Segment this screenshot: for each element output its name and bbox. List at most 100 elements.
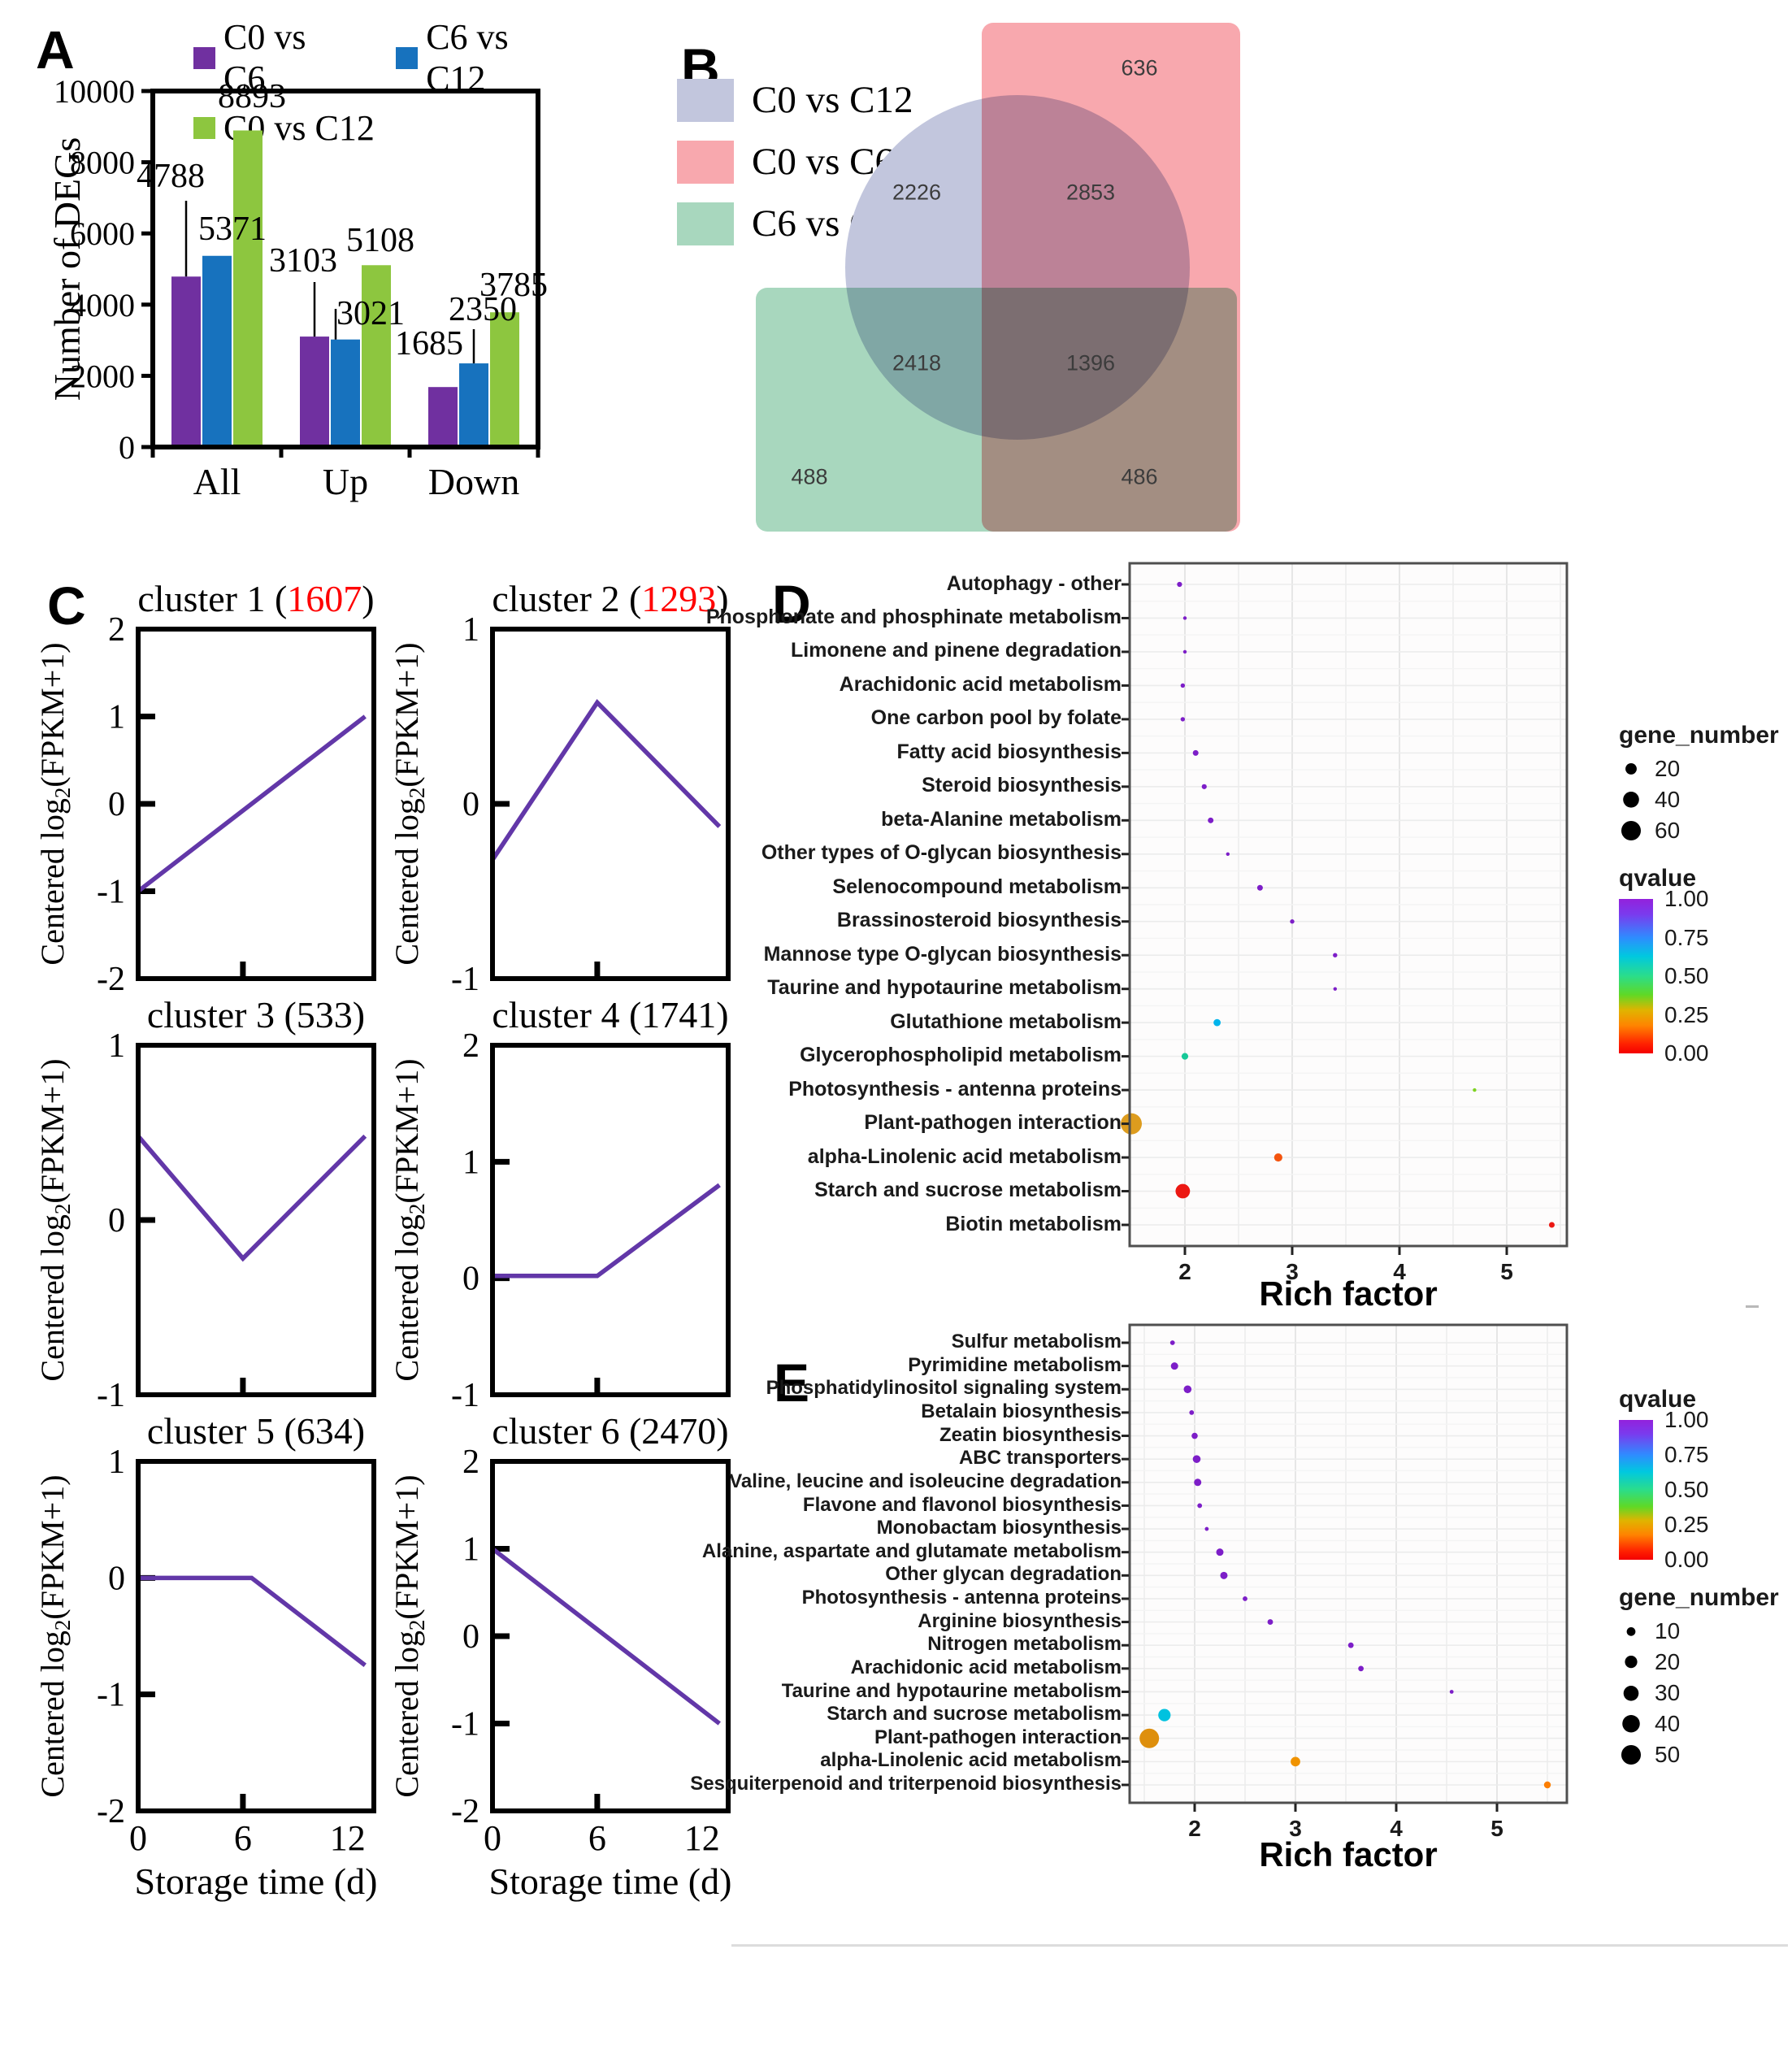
pathway-label: Photosynthesis - antenna proteins [801, 1587, 1122, 1609]
size-legend-entry: 20 [1619, 756, 1792, 782]
bar [362, 265, 391, 447]
legend-swatch-green [193, 117, 215, 139]
pathway-dot [1256, 884, 1263, 891]
x-axis-title: Storage time (d) [135, 1860, 378, 1902]
category-label: Down [428, 461, 519, 502]
pathway-label: Steroid biosynthesis [922, 774, 1122, 797]
bar [331, 339, 360, 447]
y-axis-title: Centered log2(FPKM+1) [34, 1474, 75, 1797]
cluster-plot-1: cluster 1 (1607) -2 -1 0 1 2 Centered log2(FPK… [34, 578, 376, 998]
size-circle-dot [1623, 1685, 1639, 1701]
bar-value-label: 5371 [198, 211, 267, 248]
y-tick-label: 8000 [70, 145, 135, 181]
y-tick-label: 10000 [54, 73, 135, 110]
pathway-label: Arginine biosynthesis [918, 1609, 1122, 1632]
bar [202, 255, 232, 447]
pathway-label: Plant-pathogen interaction [864, 1111, 1122, 1135]
qvalue-tick-label: 0.00 [1664, 1547, 1709, 1572]
pathway-label: Taurine and hypotaurine metabolism [767, 976, 1122, 1000]
y-axis-title: Centered log2(FPKM+1) [34, 642, 75, 965]
pathway-label: Limonene and pinene degradation [791, 639, 1122, 662]
y-tick-label: -2 [451, 1793, 479, 1830]
pathway-dot [1181, 1053, 1189, 1060]
y-axis-title: Centered log2(FPKM+1) [388, 1058, 429, 1381]
legend-swatch-lavender [677, 78, 734, 122]
size-circle-dot [1621, 1744, 1642, 1765]
pathway-dot [1180, 717, 1186, 722]
venn-region-count: 1396 [1065, 350, 1116, 376]
bar-value-label: 2350 [449, 291, 517, 328]
y-tick-label: 1 [108, 1444, 125, 1481]
pathway-dot [1177, 581, 1182, 588]
legend-item: C6 vs C12 [396, 16, 574, 99]
bottom-divider [731, 1944, 1788, 1947]
plot-border [150, 89, 540, 449]
pathway-label: Phosphatidylinositol signaling system [766, 1377, 1122, 1400]
panel-d-label: D [772, 574, 811, 634]
venn-diagram: 636 2226 2853 2418 1396 488 486 [723, 18, 1276, 550]
pathway-dot [1121, 1113, 1142, 1135]
pathway-label: Monobactam biosynthesis [876, 1517, 1122, 1539]
qvalue-tick-label: 0.75 [1664, 1442, 1709, 1467]
size-circle-dot [1625, 763, 1637, 775]
category-label: All [193, 461, 241, 502]
pathway-dot [1273, 1153, 1282, 1162]
x-tick-label: 4 [1390, 1816, 1403, 1841]
y-axis-title: Centered log2(FPKM+1) [34, 1058, 75, 1381]
bar [459, 363, 488, 447]
pathway-dot [1208, 817, 1214, 823]
pathway-label: Zeatin biosynthesis [939, 1423, 1122, 1446]
cluster-title: cluster 3 (533) [147, 994, 365, 1036]
pathway-label: Phosphonate and phosphinate metabolism [705, 605, 1122, 628]
y-tick-label: 1 [108, 699, 125, 736]
y-tick-label: -1 [97, 874, 125, 911]
qvalue-tick-label: 1.00 [1664, 1407, 1709, 1432]
pathway-dot [1243, 1596, 1247, 1601]
pathway-label: alpha-Linolenic acid metabolism [807, 1144, 1122, 1168]
bar-value-label: 1685 [395, 325, 463, 363]
size-circle [1626, 1626, 1636, 1636]
y-tick-label: 0 [462, 1618, 479, 1656]
pathway-dot [1183, 1385, 1192, 1394]
x-tick-label: 6 [588, 1818, 606, 1858]
cluster-plot-2: cluster 2 (1293) -1 0 1 Centered log2(FPKM+1… [388, 578, 731, 998]
plot-border [490, 1459, 731, 1813]
plot-border [1128, 1323, 1569, 1804]
x-tick-label: 4 [1393, 1259, 1406, 1284]
bar-value-label: 3021 [336, 295, 405, 332]
x-tick-label: 5 [1490, 1816, 1503, 1841]
pathway-label: One carbon pool by folate [870, 706, 1122, 730]
cluster-plot-5: cluster 5 (634) -2 -1 0 1 Centered log2(FPKM+… [34, 1410, 378, 1902]
x-tick-label: 3 [1289, 1816, 1302, 1841]
pathway-dot [1290, 919, 1295, 924]
pathway-label: Nitrogen metabolism [927, 1633, 1122, 1656]
y-tick-label: -1 [451, 961, 479, 998]
pathway-label: Glutathione metabolism [890, 1009, 1122, 1033]
venn-region-count: 2226 [892, 180, 942, 205]
pathway-label: Plant-pathogen interaction [874, 1726, 1122, 1748]
expression-line [492, 1183, 721, 1279]
category-label: Up [323, 461, 368, 502]
pathway-label: Arachidonic acid metabolism [850, 1656, 1122, 1678]
x-axis-title-e: Rich factor [1259, 1835, 1438, 1873]
cluster-title: cluster 6 (2470) [492, 1410, 728, 1452]
pathway-label: Glycerophospholipid metabolism [800, 1044, 1122, 1067]
y-tick-label: 0 [108, 1202, 125, 1240]
y-tick-label: 0 [108, 1560, 125, 1597]
pathway-label: Starch and sucrose metabolism [814, 1179, 1122, 1202]
cluster-plot-3: cluster 3 (533) -1 0 1 Centered log2(FPKM+1) [34, 994, 376, 1414]
venn-region-count: 636 [1121, 55, 1158, 80]
qvalue-tick-label: 0.25 [1664, 1512, 1709, 1537]
kegg-bubble-plot-d [1121, 562, 1569, 1255]
bar [300, 336, 329, 447]
pathway-dot [1180, 683, 1186, 688]
pathway-dot [1226, 852, 1230, 856]
pathway-label: ABC transporters [958, 1447, 1122, 1470]
size-circle-dot [1626, 1626, 1636, 1636]
cluster-plot-4: cluster 4 (1741) -1 0 1 2 Centered log2(FPKM+… [388, 994, 731, 1414]
size-circle-dot [1623, 792, 1639, 808]
bar [428, 387, 458, 447]
expression-line [138, 1575, 367, 1668]
pathway-dot [1204, 1526, 1209, 1531]
pathway-dot [1358, 1665, 1364, 1672]
